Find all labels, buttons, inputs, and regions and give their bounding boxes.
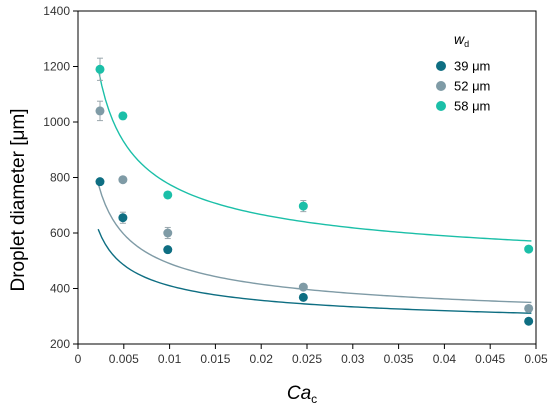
y-axis-ticks: 200 400 600 800 1000 1200 1400 xyxy=(43,4,78,351)
data-point xyxy=(524,244,534,254)
legend-items: 39 μm 52 μm 58 μm xyxy=(436,59,490,114)
legend-label: 58 μm xyxy=(454,99,490,114)
x-tick-label: 0.02 xyxy=(250,352,274,366)
data-point xyxy=(95,64,105,74)
x-tick-label: 0.05 xyxy=(524,352,548,366)
y-tick-label: 400 xyxy=(50,282,70,296)
fit-curve xyxy=(97,68,532,242)
x-tick-label: 0.04 xyxy=(433,352,457,366)
x-axis-title: Cac xyxy=(287,383,317,406)
data-point xyxy=(118,213,128,223)
x-tick-label: 0.01 xyxy=(158,352,182,366)
legend-label: 52 μm xyxy=(454,79,490,94)
x-tick-label: 0.03 xyxy=(341,352,365,366)
data-point xyxy=(163,190,173,200)
legend-title-sub: d xyxy=(464,39,469,49)
legend-marker xyxy=(436,101,446,111)
y-tick-label: 1400 xyxy=(43,4,70,18)
data-point xyxy=(118,175,128,185)
y-tick-label: 600 xyxy=(50,226,70,240)
x-tick-label: 0.005 xyxy=(109,352,139,366)
data-point xyxy=(298,282,308,292)
y-tick-label: 200 xyxy=(50,337,70,351)
data-point xyxy=(298,201,308,211)
data-point xyxy=(95,106,105,116)
legend: wd 39 μm 52 μm 58 μm xyxy=(436,31,490,114)
data-point xyxy=(163,228,173,238)
fit-curve xyxy=(97,183,532,304)
legend-marker xyxy=(436,61,446,71)
y-tick-label: 1000 xyxy=(43,115,70,129)
data-point xyxy=(118,111,128,121)
y-tick-label: 1200 xyxy=(43,60,70,74)
x-tick-label: 0.045 xyxy=(475,352,505,366)
y-axis-title: Droplet diameter [μm] xyxy=(8,108,29,291)
fit-curve xyxy=(97,228,532,314)
x-tick-label: 0.035 xyxy=(384,352,414,366)
x-tick-label: 0.015 xyxy=(200,352,230,366)
legend-title-main: w xyxy=(454,31,465,47)
data-point xyxy=(95,177,105,187)
fit-curves xyxy=(97,68,532,314)
x-axis-ticks: 0 0.005 0.01 0.015 0.02 0.025 0.03 0.035 0.04 0.0… xyxy=(75,344,548,366)
data-point xyxy=(163,245,173,255)
legend-label: 39 μm xyxy=(454,59,490,74)
data-points xyxy=(95,64,534,326)
x-axis-title-sub: c xyxy=(311,392,317,406)
y-tick-label: 800 xyxy=(50,171,70,185)
data-point xyxy=(298,292,308,302)
x-tick-label: 0 xyxy=(75,352,82,366)
data-point xyxy=(524,316,534,326)
legend-marker xyxy=(436,81,446,91)
x-axis-title-main: Ca xyxy=(287,383,311,404)
x-tick-label: 0.025 xyxy=(292,352,322,366)
data-point xyxy=(524,303,534,313)
legend-title: wd xyxy=(454,31,469,49)
